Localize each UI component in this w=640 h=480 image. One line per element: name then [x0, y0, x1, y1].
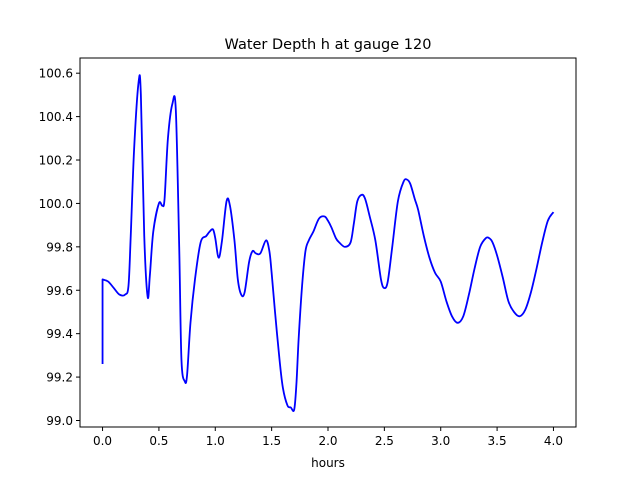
- series-layer: [101, 74, 555, 412]
- y-tick-label: 99.0: [46, 414, 73, 428]
- y-tick-label: 99.4: [46, 327, 73, 341]
- x-tick-label: 1.0: [206, 434, 225, 448]
- x-axis-ticks: 0.0 0.5 1.0 1.5 2.0 2.5 3.0 3.5 4.0: [93, 427, 563, 448]
- x-tick-label: 2.0: [318, 434, 337, 448]
- series-line: [101, 74, 555, 412]
- y-tick-label: 100.6: [39, 67, 73, 81]
- x-tick-label: 2.5: [375, 434, 394, 448]
- x-tick-label: 1.5: [262, 434, 281, 448]
- y-axis-ticks: 99.0 99.2 99.4 99.6 99.8 100.0 100.2 100.4 100.6: [39, 67, 80, 428]
- y-tick-label: 99.2: [46, 371, 73, 385]
- y-tick-label: 99.6: [46, 284, 73, 298]
- y-tick-label: 100.4: [39, 110, 73, 124]
- x-tick-label: 4.0: [544, 434, 563, 448]
- x-tick-label: 3.5: [488, 434, 507, 448]
- y-tick-label: 100.0: [39, 197, 73, 211]
- plot-area: [80, 58, 576, 427]
- y-tick-label: 99.8: [46, 240, 73, 254]
- chart-title: Water Depth h at gauge 120: [225, 37, 432, 53]
- y-tick-label: 100.2: [39, 154, 73, 168]
- x-axis-label: hours: [311, 456, 345, 470]
- x-tick-label: 3.0: [431, 434, 450, 448]
- x-tick-label: 0.0: [93, 434, 112, 448]
- x-tick-label: 0.5: [149, 434, 168, 448]
